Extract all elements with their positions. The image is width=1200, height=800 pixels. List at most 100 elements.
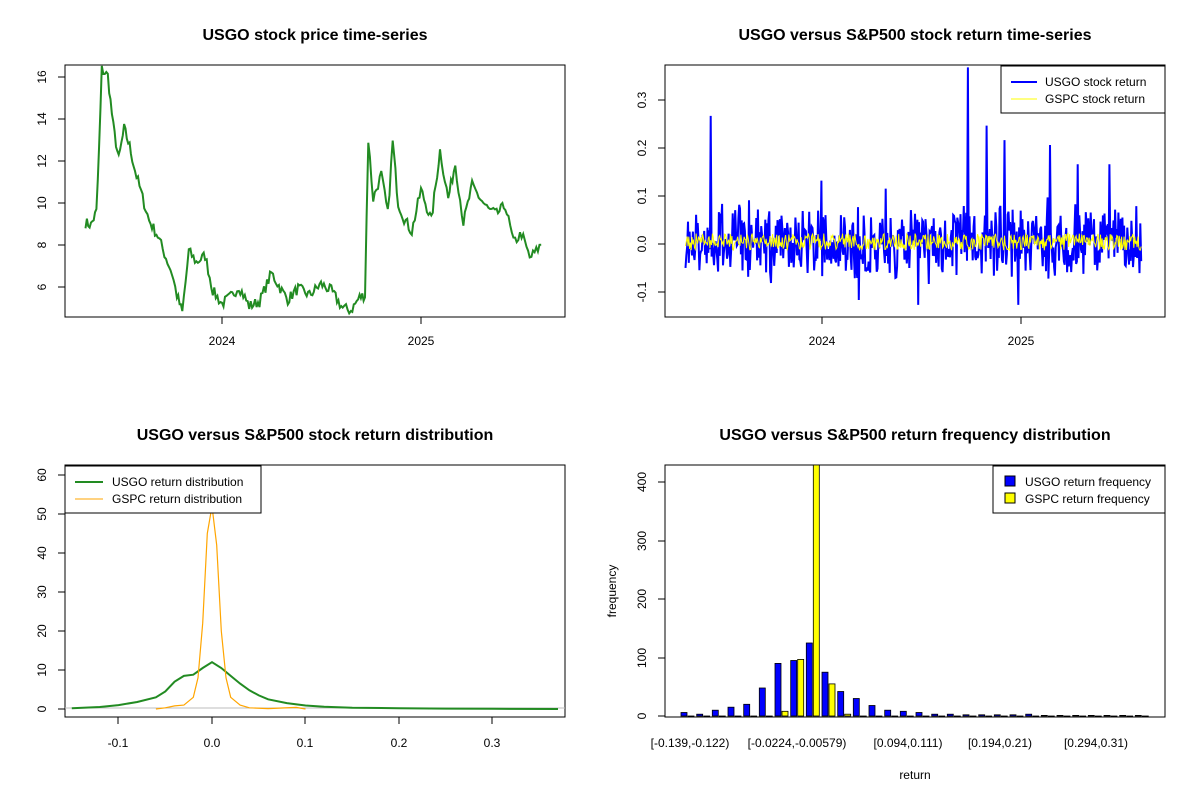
gspc-frequency-bar <box>750 715 758 717</box>
usgo-frequency-bar <box>805 642 813 717</box>
density-ytick-label: 50 <box>35 507 49 521</box>
returns-chart-title: USGO versus S&P500 stock return time-ser… <box>738 27 1091 44</box>
density-ytick-label: 10 <box>35 663 49 677</box>
returns-y-axis: -0.1 0.0 0.1 0.2 0.3 <box>635 91 665 302</box>
frequency-legend-box <box>992 465 1166 514</box>
legend-swatch-usgo-frequency <box>1004 475 1016 487</box>
density-xtick-label: -0.1 <box>108 736 129 750</box>
freq-xtick-label: [-0.139,-0.122) <box>651 736 730 750</box>
usgo-price-line <box>84 65 542 316</box>
legend-label-usgo-density: USGO return distribution <box>112 475 243 489</box>
gspc-frequency-bar <box>906 715 914 717</box>
usgo-frequency-bar <box>727 706 735 717</box>
price-xtick-label: 2025 <box>408 334 435 348</box>
frequency-y-axis: 0 100 200 300 400 frequency <box>605 472 665 719</box>
frequency-legend: USGO return frequency GSPC return freque… <box>992 465 1166 514</box>
usgo-frequency-bar <box>884 709 892 717</box>
returns-plot-frame <box>664 64 1166 318</box>
gspc-frequency-bar <box>891 715 899 717</box>
gspc-frequency-bar <box>1047 715 1055 717</box>
gspc-frequency-bar <box>765 715 773 717</box>
freq-ytick-label: 0 <box>635 712 649 719</box>
panel-returns: USGO versus S&P500 stock return time-ser… <box>635 27 1166 348</box>
returns-ytick-label: 0.0 <box>635 235 649 252</box>
usgo-frequency-bar <box>758 687 766 717</box>
gspc-frequency-bar <box>1110 715 1118 717</box>
usgo-frequency-bar <box>1103 715 1111 717</box>
usgo-frequency-bar <box>993 714 1001 717</box>
freq-xtick-label: [-0.0224,-0.00579) <box>748 736 847 750</box>
returns-ytick-label: 0.2 <box>635 139 649 156</box>
returns-legend: USGO stock return GSPC stock return <box>1000 65 1166 114</box>
usgo-frequency-bar <box>962 714 970 717</box>
usgo-frequency-bar <box>743 703 751 717</box>
gspc-frequency-bar <box>781 710 789 717</box>
frequency-plot-frame <box>664 464 1166 718</box>
usgo-frequency-bar <box>680 712 688 717</box>
usgo-frequency-bar <box>696 713 704 717</box>
density-y-axis: 0 10 20 30 40 50 60 <box>35 468 65 712</box>
usgo-frequency-bar <box>774 663 782 717</box>
legend-label-gspc-frequency: GSPC return frequency <box>1025 492 1150 506</box>
gspc-frequency-bar <box>1079 715 1087 717</box>
density-xtick-label: 0.3 <box>484 736 501 750</box>
price-ytick-label: 12 <box>35 154 49 168</box>
frequency-x-axis: [-0.139,-0.122) [-0.0224,-0.00579) [0.09… <box>651 736 1128 782</box>
density-ytick-label: 0 <box>35 705 49 712</box>
density-legend: USGO return distribution GSPC return dis… <box>64 465 262 514</box>
density-chart-title: USGO versus S&P500 stock return distribu… <box>137 427 494 444</box>
usgo-frequency-bar <box>837 691 845 717</box>
usgo-frequency-bar <box>790 660 798 717</box>
density-ytick-label: 60 <box>35 468 49 482</box>
returns-ytick-label: 0.1 <box>635 187 649 204</box>
legend-label-usgo-return: USGO stock return <box>1045 75 1146 89</box>
gspc-frequency-bar <box>1032 715 1040 717</box>
gspc-frequency-bar <box>844 713 852 717</box>
usgo-frequency-bar <box>821 671 829 717</box>
density-legend-box <box>64 465 262 514</box>
returns-legend-box <box>1000 65 1166 114</box>
density-xtick-label: 0.1 <box>297 736 314 750</box>
gspc-frequency-bar <box>1141 715 1149 717</box>
gspc-frequency-bar <box>703 715 711 717</box>
usgo-frequency-bar <box>711 709 719 717</box>
usgo-frequency-bar <box>852 698 860 717</box>
gspc-frequency-bar <box>875 715 883 717</box>
panel-price: USGO stock price time-series 6 8 10 12 1… <box>35 27 566 348</box>
density-ytick-label: 30 <box>35 585 49 599</box>
usgo-frequency-bar <box>1072 715 1080 717</box>
usgo-frequency-bar <box>1009 714 1017 717</box>
freq-ytick-label: 400 <box>635 472 649 492</box>
price-chart-title: USGO stock price time-series <box>203 27 428 44</box>
price-xtick-label: 2024 <box>209 334 236 348</box>
freq-ytick-label: 200 <box>635 589 649 609</box>
panel-density: USGO versus S&P500 stock return distribu… <box>35 427 566 750</box>
panel-frequency: USGO versus S&P500 return frequency dist… <box>605 427 1166 782</box>
returns-xtick-label: 2025 <box>1008 334 1035 348</box>
usgo-density-curve <box>71 661 559 710</box>
gspc-frequency-bar <box>953 715 961 717</box>
freq-xtick-label: [0.194,0.21) <box>968 736 1032 750</box>
usgo-frequency-bar <box>1056 715 1064 717</box>
returns-ytick-label: -0.1 <box>635 281 649 302</box>
gspc-frequency-bar <box>938 715 946 717</box>
freq-xtick-label: [0.094,0.111) <box>874 736 943 750</box>
gspc-frequency-bar <box>969 715 977 717</box>
price-ytick-label: 14 <box>35 112 49 126</box>
density-plot-frame <box>64 464 566 718</box>
freq-xtick-label: [0.294,0.31) <box>1064 736 1128 750</box>
freq-ytick-label: 300 <box>635 531 649 551</box>
price-plot-frame <box>64 64 566 318</box>
density-ytick-label: 20 <box>35 624 49 638</box>
price-ytick-label: 8 <box>35 241 49 248</box>
gspc-frequency-bar <box>1016 715 1024 717</box>
usgo-frequency-bar <box>1025 713 1033 717</box>
usgo-frequency-bar <box>1040 715 1048 717</box>
gspc-return-line <box>685 232 1142 252</box>
usgo-frequency-bar <box>946 713 954 717</box>
freq-ytick-label: 100 <box>635 648 649 668</box>
gspc-frequency-bar <box>985 715 993 717</box>
gspc-frequency-bar <box>718 715 726 717</box>
price-ytick-label: 10 <box>35 196 49 210</box>
